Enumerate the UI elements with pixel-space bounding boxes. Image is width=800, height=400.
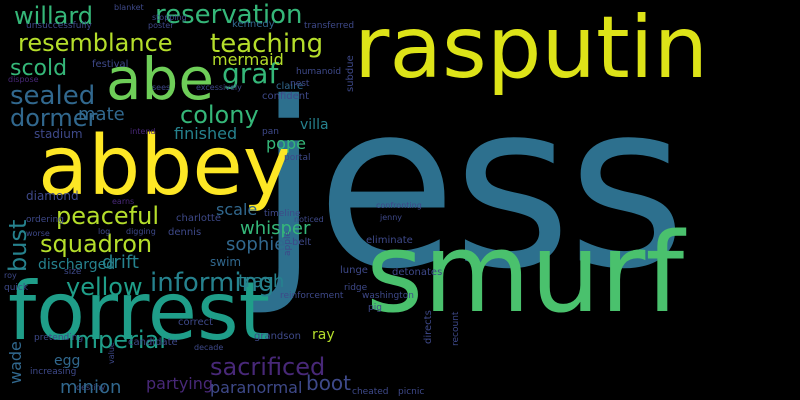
- word-sacrificed: sacrificed: [210, 353, 326, 381]
- word-villa: villa: [300, 117, 329, 133]
- word-egg: egg: [54, 353, 81, 369]
- word-excessively: subdue: [345, 55, 356, 92]
- word-drift: informing: [150, 268, 275, 298]
- word-dan: washington: [362, 291, 414, 301]
- word-penny: whisper: [240, 218, 311, 239]
- word-decade: sees: [152, 83, 171, 92]
- word-wrist: ridge: [344, 283, 368, 293]
- word-discharged: squadron: [40, 230, 153, 258]
- word-boot: boot: [306, 371, 352, 395]
- word-claire: portal: [284, 153, 311, 163]
- word-mermaid: mermaid: [212, 50, 284, 69]
- word-lunge: eliminate: [366, 235, 413, 246]
- word-stopping: blanket: [114, 3, 144, 12]
- word-soul: pig: [368, 303, 382, 313]
- word-roy: quick: [4, 283, 29, 293]
- word-ray: ray: [312, 327, 335, 343]
- word-directs: picnic: [398, 387, 425, 397]
- word-smurf: smurf: [366, 209, 685, 337]
- word-wade: wade: [6, 341, 25, 384]
- word-scold: scold: [10, 56, 68, 81]
- word-sandy: scale: [216, 200, 258, 219]
- word-ordering: destiny: [76, 383, 106, 392]
- word-eliminate: noticed: [294, 215, 324, 224]
- word-size: worse: [26, 229, 50, 238]
- word-sealed: sealed: [10, 81, 96, 111]
- word-humanoid: claire: [276, 81, 304, 92]
- word-frankie: confident: [262, 91, 310, 102]
- word-whisper: discharged: [38, 257, 116, 273]
- word-transferred: unsuccessfully: [26, 21, 92, 31]
- word-semi: belt: [292, 237, 312, 248]
- word-reservation: reservation: [155, 0, 303, 30]
- word-forrest: forrest: [8, 265, 270, 358]
- word-imperial: imperial: [68, 326, 166, 354]
- word-dennis: charlotte: [176, 213, 221, 224]
- word-nest: excessively: [196, 83, 242, 92]
- word-paranormal: paranormal: [210, 378, 303, 397]
- word-abbey: abbey: [38, 119, 292, 214]
- word-resemblance: resemblance: [18, 29, 173, 57]
- word-unsuccessfully: poster: [148, 21, 174, 30]
- word-log: pretending: [34, 333, 84, 343]
- word-worse: decade: [194, 343, 224, 352]
- word-digging: increasing: [30, 367, 77, 377]
- word-minion: minion: [60, 377, 122, 398]
- word-abe: abe: [106, 45, 215, 113]
- word-graf: graf: [222, 57, 279, 90]
- word-rasputin: rasputin: [354, 0, 709, 98]
- word-raising: log: [98, 227, 111, 236]
- word-stadium: dispose: [8, 75, 39, 84]
- word-peaceful: mate: [78, 104, 125, 125]
- word-recount: cheated: [352, 387, 389, 397]
- word-teaching: teaching: [210, 29, 324, 59]
- word-partying: partying: [146, 374, 214, 393]
- word-grenade: roy: [4, 271, 17, 280]
- word-detonates: timeline: [264, 209, 301, 219]
- word-jess: jess: [257, 53, 686, 319]
- word-apple: confronting: [376, 201, 422, 210]
- word-poster: stopping: [152, 13, 187, 22]
- word-electricity: recount: [451, 311, 461, 346]
- word-pig: lunge: [340, 265, 368, 276]
- word-diamond: stadium: [34, 127, 83, 141]
- word-destiny: intend: [130, 127, 156, 136]
- word-belt: jenny: [380, 213, 403, 222]
- word-patron: humanoid: [296, 67, 342, 77]
- word-correct: grandson: [254, 331, 301, 342]
- word-dispose: festival: [92, 59, 129, 70]
- word-psychic: correct: [178, 317, 214, 328]
- word-squadron: finished: [174, 124, 238, 143]
- word-charlotte: diamond: [26, 189, 79, 203]
- word-kennedy: transferred: [304, 21, 355, 31]
- word-increasing: earns: [112, 197, 135, 206]
- word-pope: pope: [266, 134, 306, 153]
- word-grandson: candidate: [128, 337, 178, 348]
- word-lawman: ordering: [26, 215, 64, 225]
- word-trash: yellow: [66, 273, 143, 301]
- word-graham: nest: [290, 79, 310, 89]
- word-festival: kennedy: [232, 19, 275, 30]
- word-sophie: trash: [238, 271, 285, 292]
- word-swim: dennis: [168, 227, 202, 238]
- word-bust: dormer: [10, 104, 98, 132]
- word-candidate: swim: [210, 255, 242, 269]
- word-liz: sophie: [226, 234, 286, 255]
- word-scale: drift: [102, 252, 139, 273]
- word-ear: digging: [126, 227, 156, 236]
- word-yellow: peaceful: [56, 202, 159, 230]
- word-ridge: detonates: [392, 267, 443, 278]
- word-confident: pan: [262, 127, 279, 137]
- word-washington: reinforcement: [280, 291, 344, 301]
- word-spreading: directs: [423, 310, 434, 344]
- word-willard: willard: [14, 2, 94, 30]
- word-informing: bust: [4, 219, 32, 272]
- word-colony: colony: [180, 101, 259, 129]
- word-handcuff: size: [64, 267, 82, 277]
